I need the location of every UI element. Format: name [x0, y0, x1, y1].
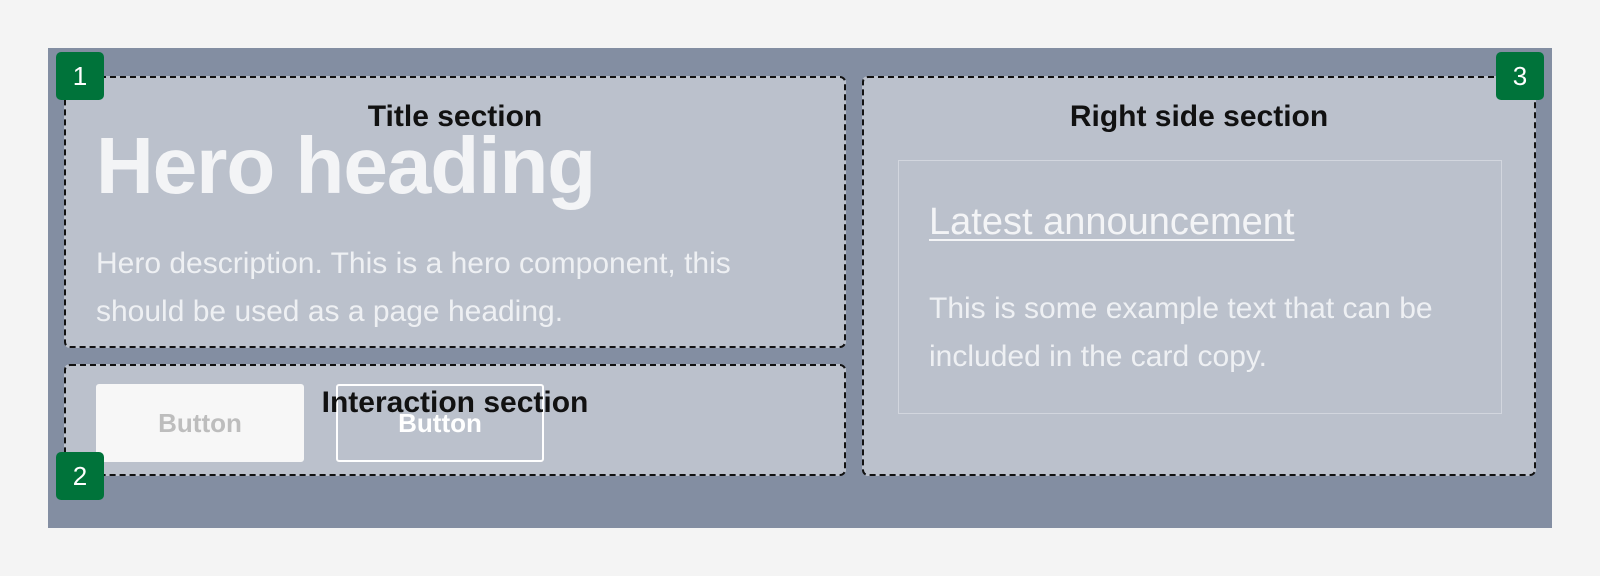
title-section: Title section Hero heading Hero descript… — [64, 76, 846, 348]
announcement-card: Latest announcement This is some example… — [898, 160, 1502, 414]
section-marker-1: 1 — [56, 52, 104, 100]
right-side-section-label: Right side section — [1069, 100, 1329, 133]
title-section-label: Title section — [367, 100, 543, 133]
card-title-link[interactable]: Latest announcement — [929, 201, 1295, 243]
interaction-section: Button Button Interaction section — [64, 364, 846, 476]
section-marker-3: 3 — [1496, 52, 1544, 100]
card-copy: This is some example text that can be in… — [929, 292, 1433, 373]
primary-button[interactable]: Button — [96, 384, 304, 462]
hero-heading: Hero heading — [96, 121, 596, 210]
section-marker-2: 2 — [56, 452, 104, 500]
interaction-section-label: Interaction section — [321, 386, 589, 419]
right-side-section: Right side section Latest announcement T… — [862, 76, 1536, 476]
secondary-button[interactable]: Button — [336, 384, 544, 462]
hero-description: Hero description. This is a hero compone… — [96, 247, 731, 328]
